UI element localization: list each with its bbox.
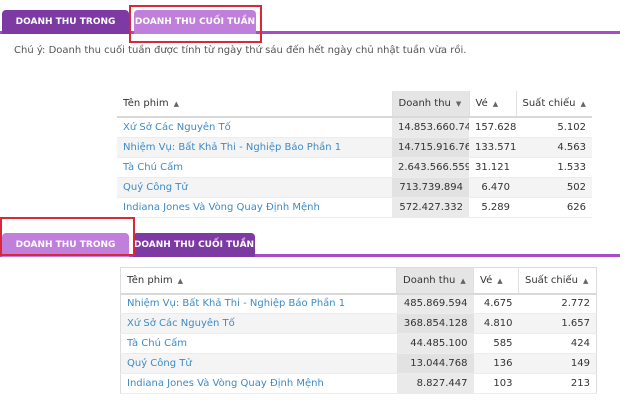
column-header-movie[interactable]: Tên phim ▲ — [117, 91, 392, 118]
sort-up-icon: ▲ — [497, 276, 503, 285]
daily-revenue-panel: DOANH THU TRONG NGÀY DOANH THU CUỐI TUẦN… — [0, 214, 620, 402]
movie-link[interactable]: Quý Công Tử — [117, 177, 392, 198]
weekend-revenue-table: Tên phim ▲ Doanh thu ▼ Vé ▲ Suất chiếu ▲ Xứ … — [117, 91, 592, 218]
tab-bar: DOANH THU TRONG NGÀY DOANH THU CUỐI TUẦN — [0, 0, 620, 51]
showtimes-cell: 5.102 — [516, 117, 592, 138]
revenue-cell: 14.853.660.747 — [392, 117, 469, 138]
tab-daily-revenue[interactable]: DOANH THU TRONG NGÀY — [2, 233, 129, 274]
revenue-cell: 713.739.894 — [392, 177, 469, 198]
column-header-revenue[interactable]: Doanh thu ▲ — [396, 267, 474, 295]
column-header-revenue[interactable]: Doanh thu ▼ — [391, 91, 469, 118]
revenue-cell: 2.643.566.559 — [392, 157, 469, 178]
showtimes-cell: 213 — [518, 373, 597, 394]
daily-revenue-table: Tên phim ▲ Doanh thu ▲ Vé ▲ Suất chiếu ▲ Nhi… — [120, 267, 597, 394]
movie-link[interactable]: Xứ Sở Các Nguyên Tố — [120, 313, 397, 334]
weekend-note: Chú ý: Doanh thu cuối tuần được tính từ … — [14, 45, 467, 56]
tab-weekend-revenue[interactable]: DOANH THU CUỐI TUẦN — [134, 10, 256, 34]
revenue-cell: 485.869.594 — [396, 293, 474, 314]
revenue-cell: 14.715.916.768 — [392, 137, 469, 158]
column-header-tickets[interactable]: Vé ▲ — [473, 267, 519, 295]
table-row: Quý Công Tử 13.044.768 136 149 — [120, 353, 597, 374]
tickets-cell: 5.289 — [469, 197, 516, 218]
movie-link[interactable]: Xứ Sở Các Nguyên Tố — [117, 117, 392, 138]
showtimes-cell: 502 — [516, 177, 592, 198]
showtimes-cell: 1.533 — [516, 157, 592, 178]
tab-daily-revenue[interactable]: DOANH THU TRONG NGÀY — [2, 10, 129, 51]
revenue-cell: 13.044.768 — [396, 353, 474, 374]
table-row: Indiana Jones Và Vòng Quay Định Mệnh 8.8… — [120, 373, 597, 394]
column-header-showtimes[interactable]: Suất chiếu ▲ — [515, 91, 592, 118]
sort-up-icon: ▲ — [583, 276, 589, 285]
movie-link[interactable]: Indiana Jones Và Vòng Quay Định Mệnh — [117, 197, 392, 218]
tickets-cell: 6.470 — [469, 177, 516, 198]
tab-weekend-revenue[interactable]: DOANH THU CUỐI TUẦN — [133, 233, 255, 257]
sort-up-icon: ▲ — [460, 276, 466, 285]
showtimes-cell: 4.563 — [516, 137, 592, 158]
table-header-row: Tên phim ▲ Doanh thu ▼ Vé ▲ Suất chiếu ▲ — [117, 91, 592, 118]
weekend-revenue-panel: DOANH THU TRONG NGÀY DOANH THU CUỐI TUẦN… — [0, 0, 620, 218]
table-row: Nhiệm Vụ: Bất Khả Thi - Nghiệp Báo Phần … — [117, 137, 592, 158]
sort-up-icon: ▲ — [173, 100, 179, 108]
movie-link[interactable]: Quý Công Tử — [120, 353, 397, 374]
table-row: Tà Chú Cấm 2.643.566.559 31.121 1.533 — [117, 157, 592, 178]
revenue-cell: 368.854.128 — [396, 313, 474, 334]
movie-link[interactable]: Nhiệm Vụ: Bất Khả Thi - Nghiệp Báo Phần … — [117, 137, 392, 158]
table-row: Xứ Sở Các Nguyên Tố 14.853.660.747 157.6… — [117, 117, 592, 138]
sort-up-icon: ▲ — [580, 100, 586, 108]
sort-down-icon: ▼ — [455, 100, 462, 108]
column-header-showtimes[interactable]: Suất chiếu ▲ — [518, 267, 597, 295]
table-row: Quý Công Tử 713.739.894 6.470 502 — [117, 177, 592, 198]
table-header-row: Tên phim ▲ Doanh thu ▲ Vé ▲ Suất chiếu ▲ — [120, 267, 597, 295]
showtimes-cell: 1.657 — [518, 313, 597, 334]
movie-link[interactable]: Indiana Jones Và Vòng Quay Định Mệnh — [120, 373, 397, 394]
revenue-cell: 44.485.100 — [396, 333, 474, 354]
column-header-tickets[interactable]: Vé ▲ — [468, 91, 516, 118]
tickets-cell: 31.121 — [469, 157, 516, 178]
table-row: Indiana Jones Và Vòng Quay Định Mệnh 572… — [117, 197, 592, 218]
showtimes-cell: 424 — [518, 333, 597, 354]
tickets-cell: 4.675 — [473, 293, 519, 314]
tickets-cell: 4.810 — [473, 313, 519, 334]
showtimes-cell: 626 — [516, 197, 592, 218]
movie-link[interactable]: Tà Chú Cấm — [117, 157, 392, 178]
sort-up-icon: ▲ — [177, 276, 183, 285]
tickets-cell: 136 — [473, 353, 519, 374]
table-row: Nhiệm Vụ: Bất Khả Thi - Nghiệp Báo Phần … — [120, 293, 597, 314]
column-header-movie[interactable]: Tên phim ▲ — [120, 267, 397, 295]
tickets-cell: 103 — [473, 373, 519, 394]
revenue-cell: 8.827.447 — [396, 373, 474, 394]
movie-link[interactable]: Nhiệm Vụ: Bất Khả Thi - Nghiệp Báo Phần … — [120, 293, 397, 314]
showtimes-cell: 2.772 — [518, 293, 597, 314]
tickets-cell: 585 — [473, 333, 519, 354]
table-row: Xứ Sở Các Nguyên Tố 368.854.128 4.810 1.… — [120, 313, 597, 334]
tab-bar: DOANH THU TRONG NGÀY DOANH THU CUỐI TUẦN — [0, 223, 620, 274]
tickets-cell: 157.628 — [469, 117, 516, 138]
table-row: Tà Chú Cấm 44.485.100 585 424 — [120, 333, 597, 354]
sort-up-icon: ▲ — [492, 100, 499, 108]
movie-link[interactable]: Tà Chú Cấm — [120, 333, 397, 354]
revenue-cell: 572.427.332 — [392, 197, 469, 218]
showtimes-cell: 149 — [518, 353, 597, 374]
tickets-cell: 133.571 — [469, 137, 516, 158]
